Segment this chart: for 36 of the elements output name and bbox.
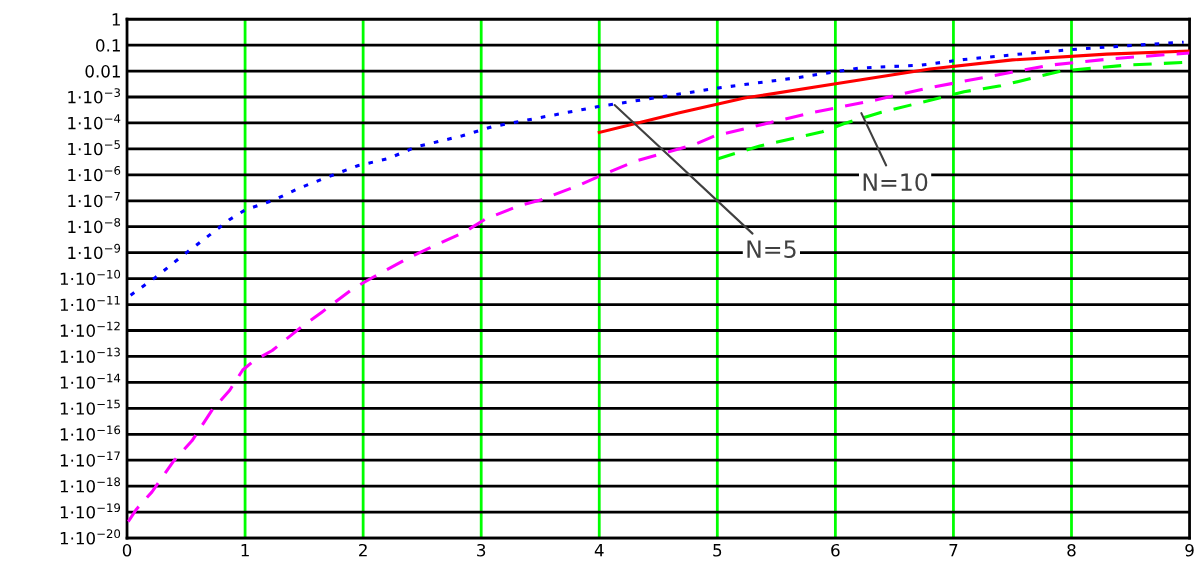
x-tick-label: 0	[122, 543, 132, 557]
x-tick-label: 6	[831, 543, 840, 557]
x-tick-label: 1	[241, 544, 249, 557]
y-tick-label: 0.1	[96, 39, 120, 52]
y-tick-label: 1	[112, 13, 120, 26]
y-tick-label: 1·10$^{−14}$	[60, 373, 121, 389]
y-tick-label: 1·10$^{−16}$	[60, 425, 121, 441]
x-tick-label: 5	[713, 544, 722, 557]
x-tick-label: 9	[1185, 543, 1194, 557]
y-tick-label: 1·10$^{−18}$	[60, 477, 121, 493]
y-tick-label: 1·10$^{−7}$	[68, 192, 120, 208]
line-series	[129, 40, 1186, 297]
y-tick-label: 1·10$^{−17}$	[60, 451, 120, 467]
x-tick-label: 7	[949, 544, 958, 557]
y-tick-label: 1·10$^{−5}$	[68, 140, 120, 156]
y-tick-label: 1·10$^{−4}$	[68, 114, 121, 130]
y-tick-label: 1·10$^{−15}$	[60, 399, 120, 415]
y-tick-label: 1·10$^{−12}$	[60, 321, 120, 337]
y-tick-label: 1·10$^{−13}$	[60, 347, 120, 363]
annotation: N=10	[863, 173, 928, 192]
annotation: N=5	[747, 240, 796, 259]
x-tick-label: 2	[359, 543, 367, 557]
y-tick-label: 1·10$^{−3}$	[68, 88, 120, 104]
line-series	[127, 51, 1190, 524]
y-tick-label: 1·10$^{−10}$	[60, 269, 121, 286]
y-tick-label: 1·10$^{−8}$	[68, 217, 121, 234]
y-tick-label: 1·10$^{−11}$	[60, 295, 120, 312]
y-tick-label: 1·10$^{−6}$	[68, 166, 121, 182]
x-tick-label: 4	[594, 544, 604, 557]
y-tick-label: 1·10$^{−9}$	[68, 243, 121, 260]
y-tick-label: 0.01	[85, 65, 120, 78]
y-tick-label: 1·10$^{−20}$	[60, 529, 121, 545]
x-tick-label: 3	[477, 543, 486, 557]
line-series	[597, 49, 1190, 134]
x-tick-label: 8	[1067, 543, 1076, 557]
y-tick-label: 1·10$^{−19}$	[60, 503, 121, 519]
